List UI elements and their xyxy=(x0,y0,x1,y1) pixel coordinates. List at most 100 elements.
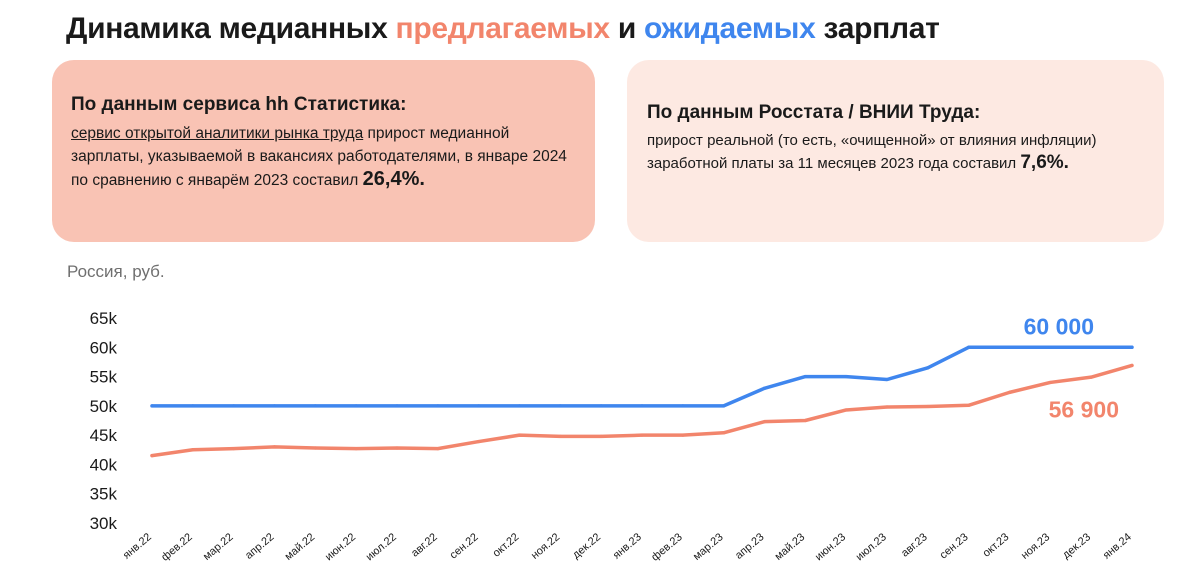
x-tick-label: сен.23 xyxy=(938,531,971,561)
data-point-expected xyxy=(395,404,399,408)
data-point-offered xyxy=(844,408,848,412)
data-point-offered xyxy=(1048,380,1052,385)
offered-end-value-label: 56 900 xyxy=(1049,396,1119,422)
x-tick-label: фев.22 xyxy=(159,531,195,564)
data-point-expected xyxy=(1130,345,1134,349)
data-point-expected xyxy=(844,374,848,379)
data-point-offered xyxy=(232,447,236,451)
rosstat-card-heading: По данным Росстата / ВНИИ Труда: xyxy=(647,102,981,123)
data-point-expected xyxy=(885,377,889,382)
y-tick-label: 40k xyxy=(90,455,118,474)
hh-card-value: 26,4%. xyxy=(362,168,425,190)
x-tick-label: янв.23 xyxy=(611,531,644,562)
data-point-offered xyxy=(354,447,358,451)
x-tick-label: сен.22 xyxy=(448,531,481,561)
x-tick-label: май.22 xyxy=(283,531,318,563)
x-tick-label: июл.22 xyxy=(364,531,399,563)
data-point-offered xyxy=(640,433,644,437)
data-point-offered xyxy=(1007,390,1012,394)
y-tick-label: 30k xyxy=(90,514,118,533)
data-point-offered xyxy=(1089,375,1093,379)
data-point-offered xyxy=(1130,363,1134,368)
data-point-expected xyxy=(1007,345,1012,349)
x-tick-label: фев.23 xyxy=(649,531,685,564)
hh-card-heading: По данным сервиса hh Статистика: xyxy=(71,94,407,115)
rosstat-card-body: прирост реальной (то есть, «очищенной» о… xyxy=(647,130,1146,175)
title-part-2: и xyxy=(609,12,645,45)
x-tick-label: дек.23 xyxy=(1060,531,1093,561)
x-tick-label: июн.23 xyxy=(813,531,848,563)
data-point-expected xyxy=(681,404,685,408)
data-point-offered xyxy=(558,434,562,438)
y-tick-label: 50k xyxy=(90,397,118,416)
data-point-expected xyxy=(354,404,358,408)
data-point-expected xyxy=(313,404,317,408)
data-point-offered xyxy=(762,420,767,424)
y-tick-label: 45k xyxy=(90,426,118,445)
data-point-offered xyxy=(313,446,317,450)
data-point-expected xyxy=(436,404,440,408)
x-tick-label: окт.22 xyxy=(491,531,522,560)
x-tick-label: янв.24 xyxy=(1101,531,1134,562)
x-tick-label: авг.23 xyxy=(899,531,930,559)
x-tick-label: ноя.22 xyxy=(529,531,562,562)
data-point-expected xyxy=(232,404,236,408)
data-point-expected xyxy=(191,404,195,408)
x-tick-label: мар.22 xyxy=(201,531,236,563)
data-point-expected xyxy=(762,386,767,390)
data-point-expected xyxy=(517,404,522,408)
rosstat-card: По данным Росстата / ВНИИ Труда: прирост… xyxy=(627,60,1164,242)
x-tick-label: апр.23 xyxy=(733,531,766,562)
data-point-offered xyxy=(395,446,399,450)
data-point-offered xyxy=(272,445,277,449)
rosstat-card-text: прирост реальной (то есть, «очищенной» о… xyxy=(647,132,1097,172)
data-point-offered xyxy=(599,434,603,438)
title-part-3: зарплат xyxy=(815,12,940,45)
data-point-expected xyxy=(803,374,807,379)
data-point-offered xyxy=(191,448,195,452)
data-point-offered xyxy=(477,439,481,444)
hh-card-body: сервис открытой аналитики рынка труда пр… xyxy=(71,122,575,192)
data-point-offered xyxy=(150,454,154,458)
data-point-offered xyxy=(803,418,807,423)
data-point-offered xyxy=(722,431,726,435)
y-tick-label: 65k xyxy=(90,309,118,328)
data-point-offered xyxy=(967,403,971,407)
data-point-offered xyxy=(681,433,685,437)
data-point-expected xyxy=(926,366,930,370)
x-tick-label: июн.22 xyxy=(323,531,358,563)
x-tick-label: авг.22 xyxy=(409,531,440,559)
expected-end-value-label: 60 000 xyxy=(1024,313,1094,339)
data-point-offered xyxy=(517,433,522,437)
x-tick-label: май.23 xyxy=(773,531,808,563)
x-tick-label: мар.23 xyxy=(691,531,726,563)
region-label: Россия, руб. xyxy=(67,262,165,281)
title-part-1: Динамика медианных xyxy=(66,12,396,45)
data-point-expected xyxy=(722,404,726,408)
data-point-expected xyxy=(272,404,277,408)
rosstat-card-value: 7,6%. xyxy=(1020,152,1069,173)
hh-analytics-link[interactable]: сервис открытой аналитики рынка труда xyxy=(71,125,364,142)
data-point-expected xyxy=(599,404,603,408)
hh-statistics-card: По данным сервиса hh Статистика: сервис … xyxy=(52,60,595,242)
data-point-expected xyxy=(1089,345,1093,349)
data-point-expected xyxy=(558,404,562,408)
y-tick-label: 35k xyxy=(90,485,118,504)
data-point-offered xyxy=(885,405,889,409)
title-offered-word: предлагаемых xyxy=(395,12,611,45)
data-point-offered xyxy=(436,447,440,451)
x-tick-label: ноя.23 xyxy=(1019,531,1052,562)
data-point-expected xyxy=(1048,345,1052,349)
x-tick-label: апр.22 xyxy=(243,531,276,562)
data-point-expected xyxy=(640,404,644,408)
data-point-offered xyxy=(926,404,930,409)
x-tick-label: июл.23 xyxy=(854,531,889,563)
x-tick-label: янв.22 xyxy=(121,531,154,562)
data-point-expected xyxy=(477,404,481,408)
series-line-offered xyxy=(150,363,1134,458)
series-line-expected xyxy=(150,345,1134,408)
hh-card-text: прирост медианной зарплаты, указываемой … xyxy=(71,125,567,189)
data-point-expected xyxy=(967,345,971,349)
y-tick-label: 55k xyxy=(90,368,118,387)
